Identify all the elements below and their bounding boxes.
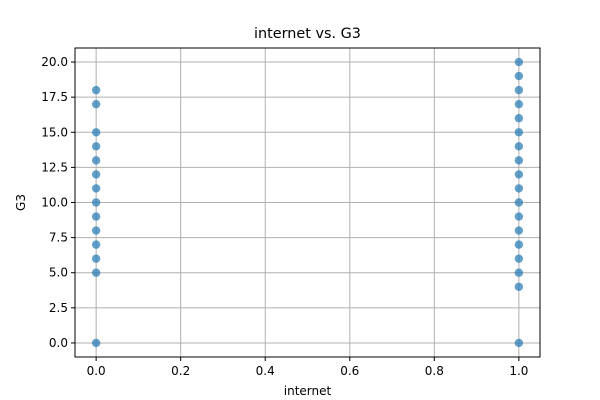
x-tick-label: 0.6 [340,364,359,378]
y-tick-label: 20.0 [41,55,68,69]
scatter-point [91,268,101,277]
y-tick-label: 0.0 [49,336,68,350]
x-tick-label: 0.2 [171,364,190,378]
scatter-point [514,71,524,81]
x-axis-title: internet [284,384,332,398]
y-tick-label: 10.0 [41,196,68,210]
scatter-point [514,170,524,179]
scatter-point [514,226,524,235]
y-axis-title: G3 [14,194,28,211]
scatter-point [91,254,101,263]
scatter-point [514,99,524,109]
scatter-point [514,85,524,95]
scatter-point [91,240,101,249]
ticks-layer: 0.0 0.2 0.4 0.6 0.8 1.0 0.0 2.5 5.0 7.5 10.0 12.5 15… [41,55,528,378]
scatter-point [91,226,101,235]
scatter-point [514,184,524,193]
scatter-point [514,240,524,249]
scatter-point [91,142,101,151]
scatter-point [514,156,524,165]
scatter-point [91,85,101,95]
scatter-point [514,198,524,207]
scatter-point [91,170,101,179]
y-tick-label: 15.0 [41,125,68,139]
scatter-point [91,156,101,165]
scatter-point [514,57,524,67]
x-tick-label: 1.0 [509,364,528,378]
scatter-point [91,338,101,348]
scatter-point [91,212,101,221]
chart-title: internet vs. G3 [254,26,361,42]
scatter-point [514,212,524,221]
scatter-point [91,184,101,193]
y-tick-label: 12.5 [41,160,68,174]
x-tick-label: 0.4 [256,364,275,378]
scatter-point [91,99,101,109]
points-layer [91,57,524,348]
y-tick-label: 7.5 [49,231,68,245]
scatter-point [514,282,524,291]
y-tick-label: 5.0 [49,266,68,280]
scatter-point [91,128,101,137]
y-tick-label: 17.5 [41,90,68,104]
scatter-point [514,268,524,277]
scatter-point [514,338,524,348]
scatter-point [514,142,524,151]
y-tick-label: 2.5 [49,301,68,315]
scatter-point [514,254,524,263]
scatter-point [514,114,524,123]
x-tick-label: 0.0 [87,364,106,378]
scatter-point [91,198,101,207]
x-tick-label: 0.8 [425,364,444,378]
scatter-point [514,128,524,137]
